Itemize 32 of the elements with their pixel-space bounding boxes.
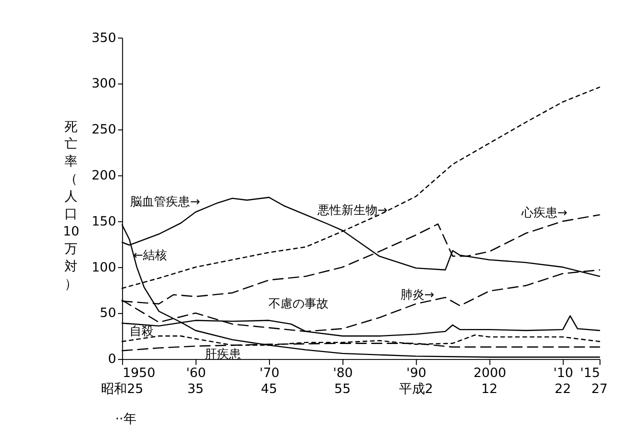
x-tick-label: '80 xyxy=(332,366,353,381)
text: 22 xyxy=(554,382,571,397)
text: 昭和25 xyxy=(100,382,144,397)
annotation: 心疾患→ xyxy=(520,206,568,220)
y-tick-label: 350 xyxy=(92,30,116,46)
x-tick-label: '15 xyxy=(580,366,600,381)
y-tick-label: 0 xyxy=(108,352,116,368)
text: 55 xyxy=(334,382,351,397)
text: 死亡率（人口10万対） xyxy=(62,120,80,292)
y-tick-label: 50 xyxy=(100,306,116,322)
annotation: ←結核 xyxy=(133,248,168,262)
text: 35 xyxy=(187,382,204,397)
y-tick-label: 100 xyxy=(92,260,116,276)
text: 45 xyxy=(260,382,278,397)
y-tick-label: 300 xyxy=(92,76,116,92)
text: 12 xyxy=(481,382,498,397)
x-tick-label: 1950 xyxy=(122,366,156,381)
x-tick-label: '70 xyxy=(260,366,280,381)
y-tick-label: 250 xyxy=(92,122,116,138)
x-axis-title: ··年 xyxy=(115,412,136,427)
x-tick-label: '90 xyxy=(406,366,426,381)
x-tick-label: '60 xyxy=(186,366,206,381)
x-tick-label: 2000 xyxy=(473,366,506,381)
annotation: 肺炎→ xyxy=(400,287,434,302)
text: 平成2 xyxy=(398,382,433,397)
annotation: 自殺 xyxy=(129,324,154,338)
annotation: 脳血管疾患→ xyxy=(130,194,200,209)
x-tick-label: '10 xyxy=(553,366,574,381)
y-tick-label: 150 xyxy=(92,214,116,230)
annotation: 不慮の事故 xyxy=(268,296,328,311)
y-tick-label: 200 xyxy=(92,168,116,184)
text: 27 xyxy=(591,382,608,397)
